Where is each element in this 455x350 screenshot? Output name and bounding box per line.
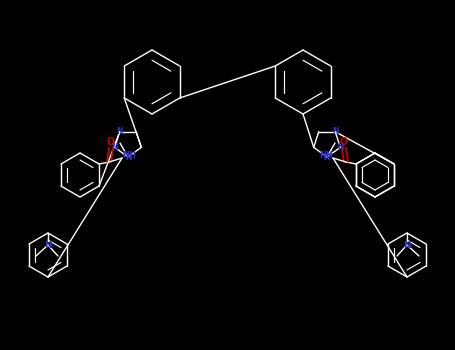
Text: O: O bbox=[107, 137, 115, 147]
Text: N: N bbox=[111, 143, 118, 152]
Text: N: N bbox=[403, 240, 411, 250]
Text: N: N bbox=[332, 127, 339, 136]
Text: N: N bbox=[116, 127, 123, 136]
Text: N: N bbox=[44, 240, 52, 250]
Text: N: N bbox=[125, 153, 131, 161]
Text: N: N bbox=[337, 143, 344, 152]
Text: O: O bbox=[340, 137, 348, 147]
Text: N: N bbox=[324, 153, 330, 161]
Text: NH: NH bbox=[319, 152, 333, 161]
Text: NH: NH bbox=[122, 152, 136, 161]
